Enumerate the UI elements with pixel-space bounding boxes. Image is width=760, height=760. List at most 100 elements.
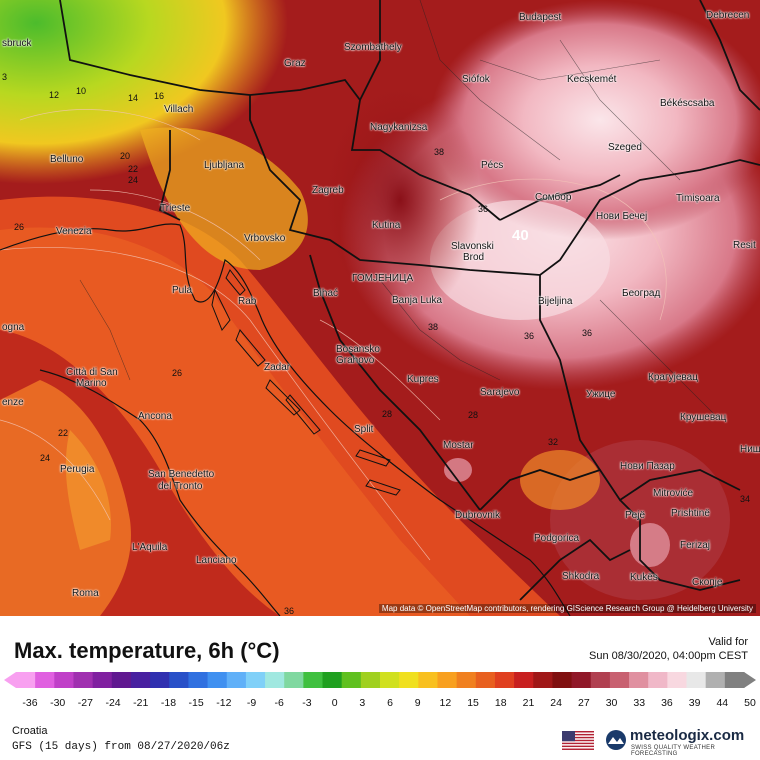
city-label: ГОМЈЕНИЦА [352, 273, 414, 284]
map-title: Max. temperature, 6h (°C) [14, 638, 280, 663]
city-label: Сомбор [535, 192, 572, 203]
scale-tick-label: 50 [744, 697, 756, 709]
city-label: Città di San [66, 367, 118, 378]
us-flag-icon[interactable] [562, 731, 594, 750]
city-label: Ужице [586, 389, 616, 400]
city-label: Mitroviće [653, 488, 694, 499]
scale-tick-label: -36 [22, 697, 38, 709]
isoline-value: 24 [128, 175, 139, 185]
meteologix-logo-icon[interactable] [605, 729, 627, 751]
scale-swatch [284, 672, 304, 688]
city-label: Graz [284, 58, 306, 69]
city-label: del Tronto [158, 481, 203, 492]
city-label: Grahovo [336, 355, 375, 366]
scale-swatch [533, 672, 553, 688]
isoline-value: 26 [14, 222, 25, 232]
city-label: Bijeljina [538, 296, 573, 307]
isoline-value: 26 [172, 368, 183, 378]
city-label: Ljubljana [204, 160, 245, 171]
isoline-value: 16 [154, 91, 165, 101]
scale-swatch [648, 672, 668, 688]
isoline-value: 3 [2, 72, 8, 82]
scale-swatch [667, 672, 688, 688]
isoline-value: 20 [120, 151, 131, 161]
city-label: Split [354, 424, 374, 435]
scale-arrow-high [744, 672, 756, 688]
city-label: Крушевац [680, 412, 727, 423]
isoline-value: 14 [128, 93, 139, 103]
scale-swatch [475, 672, 496, 688]
scale-tick-label: 15 [467, 697, 479, 709]
city-label: Slavonski [451, 241, 494, 252]
scale-swatch [629, 672, 649, 688]
scale-swatch [265, 672, 285, 688]
isoline-value: 10 [76, 86, 87, 96]
scale-swatch [341, 672, 362, 688]
scale-tick-label: 6 [387, 697, 393, 709]
city-label: Békéscsaba [660, 98, 715, 109]
isoline-value: 34 [740, 494, 751, 504]
scale-tick-label: 24 [550, 697, 562, 709]
scale-tick-label: 21 [522, 697, 535, 709]
city-label: Nagykanizsa [370, 122, 428, 133]
scale-swatch [92, 672, 113, 688]
map-attribution: Map data © OpenStreetMap contributors, r… [378, 604, 756, 613]
city-label: Debrecen [706, 10, 750, 21]
city-label: Resit [733, 240, 756, 251]
city-label: Kecskemét [567, 74, 617, 85]
city-label: Villach [164, 104, 194, 115]
scale-swatch [150, 672, 170, 688]
scale-swatch [322, 672, 343, 688]
city-label: Bosansko [336, 344, 380, 355]
city-label: Timișoara [676, 193, 720, 204]
scale-tick-label: -9 [246, 697, 257, 709]
scale-tick-label: 30 [605, 697, 618, 709]
scale-tick-label: -12 [216, 697, 232, 709]
city-label: Marino [76, 378, 107, 389]
city-label: Sarajevo [480, 387, 520, 398]
scale-swatch [456, 672, 477, 688]
scale-swatch [494, 672, 515, 688]
city-label: Ferizaj [680, 540, 711, 551]
scale-arrow-low [4, 672, 16, 688]
scale-tick-label: -15 [188, 697, 204, 709]
isoline-value: 12 [49, 90, 60, 100]
scale-tick-label: 39 [688, 697, 701, 709]
scale-tick-label: 27 [578, 697, 590, 709]
map-canvas [0, 0, 760, 616]
city-label: Zadar [264, 362, 291, 373]
scale-tick-label: 12 [439, 697, 452, 709]
brand-tagline: SWISS QUALITY WEATHER FORECASTING [631, 745, 716, 757]
city-label: Trieste [160, 203, 191, 214]
scale-swatch [35, 672, 55, 688]
isoline-value: 36 [524, 331, 535, 341]
city-label: Zagreb [312, 185, 344, 196]
valid-for-label: Valid for [708, 636, 748, 648]
temperature-map[interactable]: Budapest Debrecen sbruck Szombathely Graz Kec… [0, 0, 760, 616]
scale-swatch [705, 672, 726, 688]
temperature-color-scale [4, 672, 756, 688]
city-label: Pejë [625, 510, 646, 521]
scale-swatch [16, 672, 36, 688]
city-label: Pécs [481, 160, 504, 171]
scale-swatch [226, 672, 247, 688]
city-label: Banja Luka [392, 295, 443, 306]
scale-tick-label: 44 [716, 697, 729, 709]
city-label: Szombathely [344, 42, 402, 53]
scale-swatch [724, 672, 745, 688]
scale-tick-label: -21 [133, 697, 149, 709]
city-label: Perugia [60, 464, 95, 475]
city-label: Roma [72, 588, 99, 599]
isoline-value: 24 [40, 453, 51, 463]
city-label: Shkodra [562, 571, 600, 582]
city-label: San Benedetto [148, 469, 215, 480]
city-label: Dubrovnik [455, 510, 501, 521]
scale-swatch [54, 672, 74, 688]
city-label: Bihać [313, 288, 339, 299]
scale-swatch [590, 672, 611, 688]
scale-swatch [360, 672, 381, 688]
brand-name[interactable]: meteologix.com [630, 727, 745, 744]
max-isoline-label: 40 [512, 227, 529, 244]
scale-tick-label: -6 [274, 697, 284, 709]
scale-swatch [73, 672, 94, 688]
